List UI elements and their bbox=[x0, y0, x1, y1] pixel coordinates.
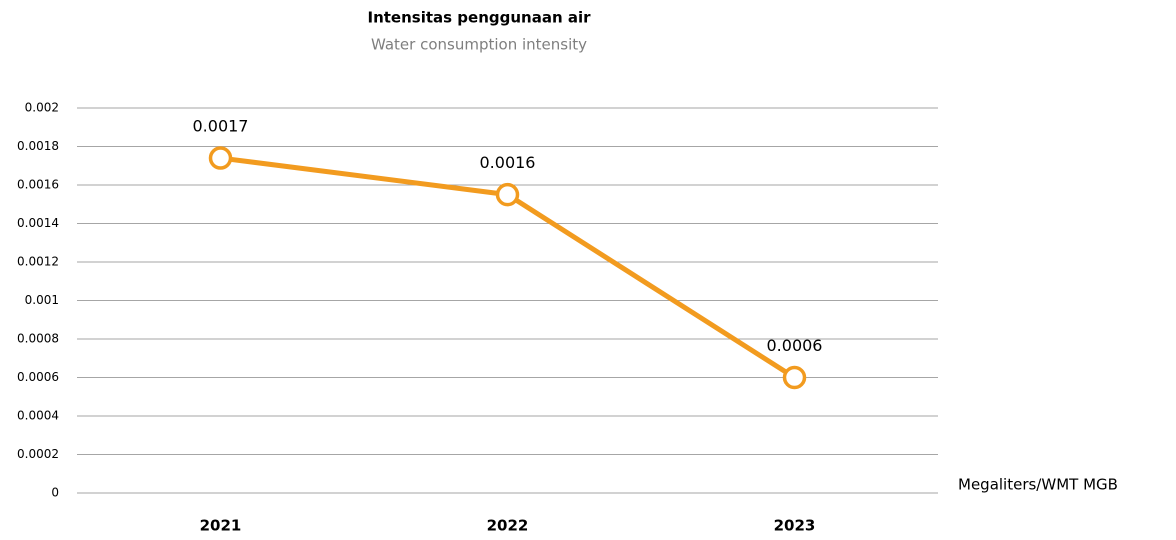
y-tick-label: 0.0012 bbox=[17, 255, 59, 269]
data-label: 0.0006 bbox=[767, 336, 823, 355]
point bbox=[208, 146, 233, 170]
y-tick-label: 0.0002 bbox=[17, 447, 59, 461]
x-tick-label: 2023 bbox=[774, 517, 816, 535]
y-tick-label: 0.0004 bbox=[17, 409, 59, 423]
y-tick-label: 0.002 bbox=[25, 101, 59, 115]
x-tick-label: 2021 bbox=[200, 517, 242, 535]
y-tick-label: 0.0014 bbox=[17, 216, 59, 230]
y-tick-label: 0.0008 bbox=[17, 332, 59, 346]
y-tick-label: 0.0018 bbox=[17, 139, 59, 153]
x-tick-label: 2022 bbox=[487, 517, 529, 535]
chart-title: Intensitas penggunaan air bbox=[367, 9, 591, 27]
legend-label: Megaliters/WMT MGB bbox=[958, 476, 1118, 494]
point bbox=[495, 182, 520, 207]
data-label: 0.0017 bbox=[193, 117, 249, 136]
y-tick-label: 0.001 bbox=[25, 293, 59, 307]
y-tick-label: 0.0006 bbox=[17, 370, 59, 384]
y-tick-label: 0.0016 bbox=[17, 178, 59, 192]
chart-subtitle: Water consumption intensity bbox=[371, 36, 587, 54]
data-label: 0.0016 bbox=[480, 153, 536, 172]
point bbox=[782, 365, 807, 390]
y-tick-label: 0 bbox=[51, 486, 59, 500]
